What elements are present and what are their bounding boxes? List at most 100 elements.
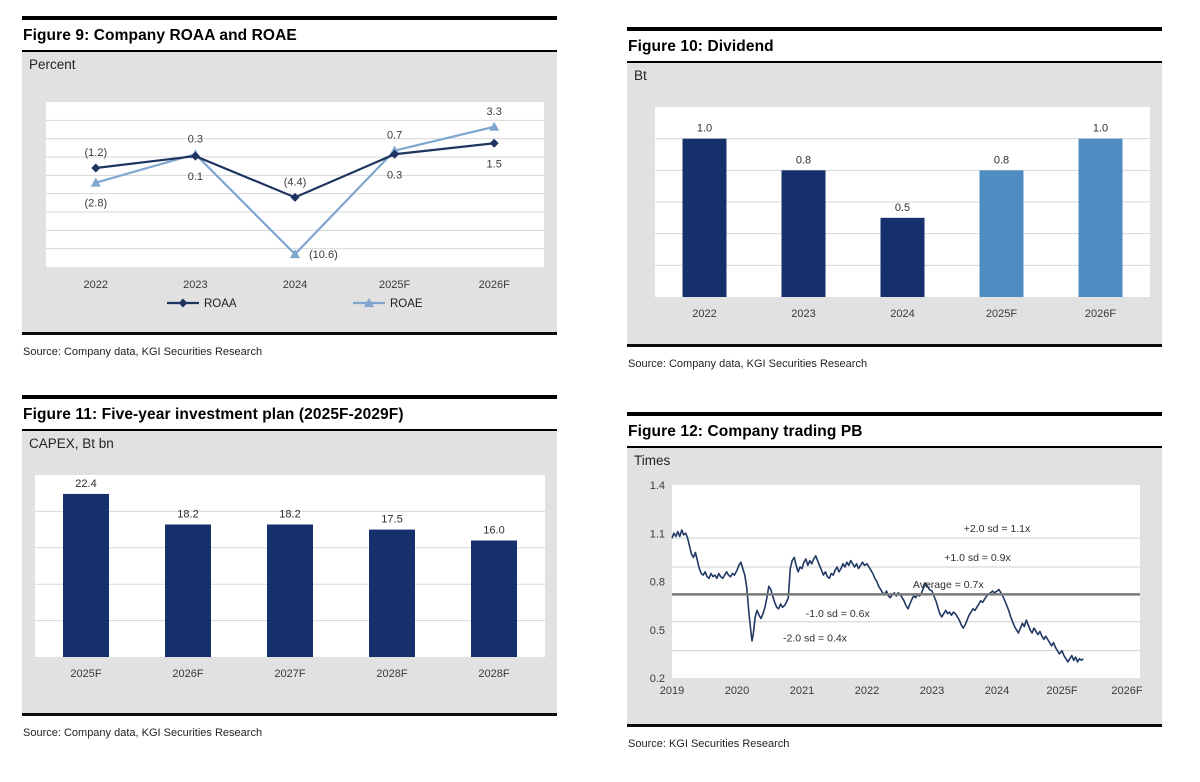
legend: ROAA ROAE [167, 298, 423, 310]
bar-value-label: 16.0 [483, 525, 504, 537]
figure-12-unit-label: Times [634, 453, 671, 468]
plot-background [46, 102, 544, 267]
figure-10-unit-label: Bt [634, 68, 647, 83]
x-tick-label: 2021 [790, 685, 814, 697]
x-tick-label: 2027F [274, 668, 305, 680]
plot-background [672, 485, 1140, 678]
point-value-label: 0.3 [387, 169, 402, 181]
roae-triangle-marker [489, 121, 500, 131]
figure-11-unit-label: CAPEX, Bt bn [29, 436, 114, 451]
figure-12-source: Source: KGI Securities Research [628, 738, 790, 750]
roaa-diamond-marker [390, 149, 400, 159]
bar-2028F [471, 540, 517, 657]
x-tick-label: 2023 [183, 279, 207, 291]
roaa-diamond-marker [290, 192, 300, 202]
bar-value-labels: 1.0 0.8 0.5 0.8 1.0 [697, 123, 1108, 214]
roae-triangle-marker [290, 249, 300, 259]
figure-11-top-rule [22, 395, 557, 399]
bars [63, 493, 517, 657]
figure-11-title: Figure 11: Five-year investment plan (20… [22, 399, 557, 431]
sd-annotation-label: +2.0 sd = 1.1x [964, 523, 1031, 535]
pb-line-chart: 1.4 1.1 0.8 0.5 0.2 2019 2020 2021 2022 2023 2024 2… [627, 448, 1162, 724]
figure-10-title: Figure 10: Dividend [627, 31, 1162, 63]
bar-value-label: 0.5 [895, 202, 910, 214]
figure-11-source: Source: Company data, KGI Securities Res… [23, 727, 263, 739]
legend-label: ROAA [204, 298, 237, 310]
x-tick-label: 2023 [920, 685, 944, 697]
roaa-series: (1.2) 0.1 (4.4) 0.3 1.5 [84, 138, 502, 202]
figure-9-chart-panel: Percent (2.8) 0.3 (10.6) 0.7 3.3 (1.2) 0.1 (4.4… [22, 52, 557, 335]
x-tick-label: 2025F [986, 308, 1017, 320]
x-axis-tick-labels: 2025F 2026F 2027F 2028F 2028F [70, 668, 509, 680]
point-value-label: 0.3 [188, 133, 203, 145]
bar-2025F [979, 170, 1024, 297]
figure-12-top-rule [627, 412, 1162, 416]
bar-2027F [267, 524, 313, 657]
x-tick-label: 2025F [379, 279, 410, 291]
fig10-bar-chart-svg: 1.0 0.8 0.5 0.8 1.0 2022 2023 2024 2025F 2026F [655, 107, 1150, 320]
y-axis-tick-labels: 1.4 1.1 0.8 0.5 0.2 [650, 480, 665, 685]
point-value-label: (10.6) [309, 249, 338, 261]
roaa-diamond-marker [190, 151, 200, 161]
roaa-roae-line-chart: (2.8) 0.3 (10.6) 0.7 3.3 (1.2) 0.1 (4.4) 0.3 1.5 2… [22, 52, 557, 332]
sd-annotation-label: Average = 0.7x [913, 579, 984, 591]
x-tick-label: 2026F [1111, 685, 1142, 697]
bar-2026F [1078, 138, 1123, 297]
pb-line [671, 529, 1084, 663]
x-axis-tick-labels: 2022 2023 2024 2025F 2026F [692, 308, 1116, 320]
roaa-roae-chart-svg: (2.8) 0.3 (10.6) 0.7 3.3 (1.2) 0.1 (4.4) 0.3 1.5 2… [46, 102, 544, 310]
bar-value-label: 1.0 [697, 123, 712, 135]
x-tick-label: 2026F [1085, 308, 1116, 320]
x-tick-label: 2028F [478, 668, 509, 680]
point-value-label: (2.8) [84, 198, 107, 210]
point-value-label: 1.5 [487, 158, 502, 170]
x-tick-label: 2019 [660, 685, 684, 697]
bars [682, 138, 1123, 297]
bar-2024 [880, 217, 925, 297]
legend-diamond-marker [178, 298, 188, 308]
figure-11-chart-panel: CAPEX, Bt bn 22.4 18.2 18.2 17.5 16.0 2025F 20… [22, 431, 557, 716]
dividend-bar-chart: 1.0 0.8 0.5 0.8 1.0 2022 2023 2024 2025F 2026F [627, 63, 1162, 344]
y-tick-label: 0.5 [650, 625, 665, 637]
figure-9-unit-label: Percent [29, 57, 76, 72]
x-tick-label: 2026F [479, 279, 510, 291]
bar-value-label: 18.2 [177, 509, 198, 521]
y-tick-label: 1.1 [650, 528, 665, 540]
bar-2028F [369, 529, 415, 657]
y-tick-label: 0.2 [650, 673, 665, 685]
point-value-label: 3.3 [487, 106, 502, 118]
bar-value-label: 0.8 [994, 154, 1009, 166]
fig11-bar-chart-svg: 22.4 18.2 18.2 17.5 16.0 2025F 2026F 2027F 2028F… [35, 475, 545, 680]
x-axis-tick-labels: 2019 2020 2021 2022 2023 2024 2025F 2026F [660, 685, 1143, 697]
figure-12: Figure 12: Company trading PB Times 1.4 1… [627, 412, 1162, 750]
roaa-diamond-marker [91, 163, 101, 173]
x-tick-label: 2025F [70, 668, 101, 680]
figure-9: Figure 9: Company ROAA and ROAE Percent … [22, 16, 557, 358]
figure-10-source: Source: Company data, KGI Securities Res… [628, 358, 868, 370]
sd-annotation-label: +1.0 sd = 0.9x [944, 552, 1011, 564]
x-tick-label: 2023 [791, 308, 815, 320]
figure-9-source: Source: Company data, KGI Securities Res… [23, 346, 263, 358]
figure-10: Figure 10: Dividend Bt 1.0 0.8 0.5 0.8 1.0 20… [627, 27, 1162, 370]
legend-triangle-marker [364, 298, 374, 307]
figure-10-top-rule [627, 27, 1162, 31]
gridlines [46, 119, 544, 250]
x-tick-label: 2026F [172, 668, 203, 680]
x-axis-tick-labels: 2022 2023 2024 2025F 2026F [84, 279, 511, 291]
point-value-label: (1.2) [84, 147, 107, 159]
x-tick-label: 2022 [855, 685, 879, 697]
roae-triangle-marker [90, 177, 101, 187]
bar-2025F [63, 493, 109, 657]
bar-value-labels: 22.4 18.2 18.2 17.5 16.0 [75, 478, 504, 537]
x-tick-label: 2024 [985, 685, 1009, 697]
bar-2022 [682, 138, 727, 297]
figure-10-chart-panel: Bt 1.0 0.8 0.5 0.8 1.0 2022 2023 2024 2025F 2026F [627, 63, 1162, 347]
bar-value-label: 17.5 [381, 514, 402, 526]
sd-annotation-label: -2.0 sd = 0.4x [783, 632, 848, 644]
sd-annotations: +2.0 sd = 1.1x +1.0 sd = 0.9x Average = 0.… [783, 523, 1031, 644]
y-tick-label: 1.4 [650, 480, 665, 492]
roaa-diamond-marker [489, 138, 499, 148]
bar-value-label: 1.0 [1093, 123, 1108, 135]
x-tick-label: 2022 [84, 279, 108, 291]
